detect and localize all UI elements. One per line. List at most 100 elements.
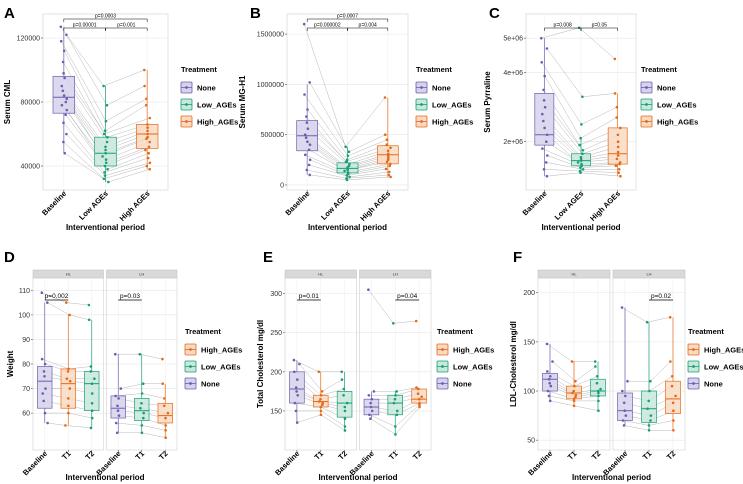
data-point <box>146 123 149 126</box>
data-point <box>418 405 421 409</box>
data-point <box>295 390 298 393</box>
data-point <box>40 357 44 361</box>
x-tick-label: T2 <box>84 449 97 462</box>
data-point <box>294 386 298 389</box>
legend-key-dot <box>185 120 188 123</box>
data-point <box>63 151 66 155</box>
paired-line <box>621 307 671 323</box>
data-point <box>414 319 418 323</box>
data-point <box>367 394 371 397</box>
data-point <box>145 164 149 168</box>
data-point <box>59 25 63 29</box>
legend-label-low-ages: Low_AGEs <box>432 101 472 110</box>
data-point <box>140 431 144 435</box>
x-tick-label: T2 <box>336 449 349 462</box>
data-point <box>60 84 64 88</box>
data-point <box>141 382 145 386</box>
data-point <box>570 360 574 363</box>
data-point <box>387 173 391 177</box>
data-point <box>578 143 581 147</box>
data-point <box>345 401 349 405</box>
data-point <box>59 39 63 43</box>
data-point <box>647 399 650 403</box>
x-tick-label: Low AGEs <box>319 189 352 222</box>
paired-line <box>116 422 166 431</box>
legend-key-dot <box>185 86 188 89</box>
data-point <box>146 156 150 160</box>
data-point <box>308 173 312 177</box>
data-point <box>669 360 672 363</box>
data-point <box>319 397 322 401</box>
data-point <box>343 169 346 173</box>
data-point <box>140 424 144 427</box>
y-axis-title: Serum Pyrraline <box>483 71 492 133</box>
facet-strip-label: HL <box>571 272 577 277</box>
data-point <box>294 409 298 413</box>
data-point <box>67 404 70 408</box>
data-point <box>385 160 389 164</box>
data-point <box>65 132 68 136</box>
p-value-label: p=0.03 <box>120 293 140 300</box>
facet-strip-label: LH <box>646 272 651 277</box>
data-point <box>574 379 577 383</box>
data-point <box>647 429 651 432</box>
data-point <box>547 394 551 398</box>
legend-key-dot <box>692 365 695 368</box>
data-point <box>579 157 583 161</box>
data-point <box>395 413 399 417</box>
data-point <box>648 389 651 393</box>
panel-letter: C <box>489 5 500 22</box>
significance-bracket <box>580 27 618 31</box>
data-point <box>645 320 649 324</box>
data-point <box>304 136 308 139</box>
x-axis-title: Interventional period <box>65 473 144 482</box>
legend-key-dot <box>185 103 188 106</box>
data-point <box>147 145 151 149</box>
data-point <box>617 171 620 174</box>
data-point <box>62 121 65 125</box>
data-point <box>343 405 347 409</box>
data-point <box>68 387 72 390</box>
panel-letter: E <box>263 249 273 266</box>
data-point <box>90 402 94 405</box>
x-tick-label: T2 <box>590 449 603 462</box>
data-point <box>546 389 550 393</box>
data-point <box>389 146 392 150</box>
panel-letter: A <box>4 5 15 22</box>
data-point <box>549 375 552 378</box>
data-point <box>62 49 66 53</box>
x-tick-label: T1 <box>387 449 400 462</box>
data-point <box>649 414 653 417</box>
box <box>411 388 427 404</box>
data-point <box>142 411 145 415</box>
data-point <box>107 180 110 184</box>
data-point <box>547 377 551 381</box>
data-point <box>43 411 47 415</box>
data-point <box>139 406 142 410</box>
data-point <box>597 394 600 398</box>
data-point <box>394 433 397 436</box>
data-point <box>579 166 582 169</box>
legend-label-none: None <box>657 84 676 93</box>
data-point <box>68 379 72 383</box>
data-point <box>104 151 107 155</box>
data-point <box>146 129 149 133</box>
data-point <box>319 405 323 409</box>
data-point <box>161 357 164 361</box>
data-point <box>593 360 597 363</box>
y-tick-label: 250 <box>270 330 282 337</box>
data-point <box>305 115 308 118</box>
data-point <box>306 140 309 143</box>
data-point <box>572 399 576 403</box>
data-point <box>163 397 166 400</box>
data-point <box>68 313 71 317</box>
data-point <box>370 409 374 413</box>
data-point <box>293 401 297 405</box>
data-point <box>540 61 543 64</box>
data-point <box>90 416 94 420</box>
y-tick-label: 500000 <box>261 132 284 139</box>
legend-label-none: None <box>704 380 723 389</box>
data-point <box>386 154 390 158</box>
data-point <box>106 167 109 171</box>
data-point <box>389 162 392 166</box>
